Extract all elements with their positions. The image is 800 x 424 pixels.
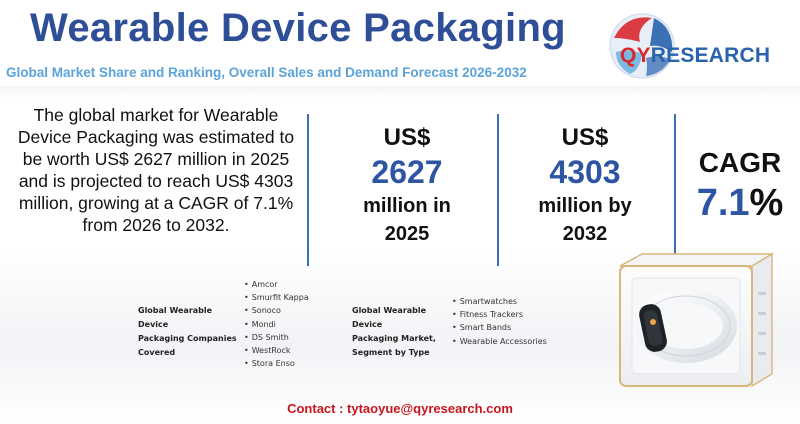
page-title: Wearable Device Packaging: [30, 6, 566, 50]
list-item: Smurfit Kappa: [244, 291, 309, 304]
stat-year: 2032: [562, 223, 608, 245]
divider: [307, 114, 309, 266]
list-item: Sonoco: [244, 304, 309, 317]
stat-currency: US$: [561, 124, 609, 151]
segments-list: Smartwatches Fitness Trackers Smart Band…: [452, 295, 547, 348]
list-item: Amcor: [244, 278, 309, 291]
cagr-number: 7.1: [696, 182, 750, 224]
cagr-stat: CAGR 7.1%: [684, 146, 796, 226]
market-summary-text: The global market for Wearable Device Pa…: [17, 105, 295, 235]
stat-value: 2627: [371, 154, 443, 190]
stat-year: 2025: [384, 223, 430, 245]
list-item: Smartwatches: [452, 295, 547, 308]
stat-2025: US$ 2627 million in 2025: [342, 124, 472, 248]
companies-label-line: Covered: [138, 348, 176, 357]
header-band: [0, 86, 800, 98]
logo-wordmark: QYRESEARCH: [620, 44, 770, 68]
companies-list: Amcor Smurfit Kappa Sonoco Mondi DS Smit…: [244, 278, 309, 370]
cagr-value: 7.1%: [684, 180, 796, 226]
contact-text: Contact : tytaoyue@qyresearch.com: [287, 401, 513, 416]
globe-icon: [609, 13, 675, 79]
list-item: Fitness Trackers: [452, 308, 547, 321]
page-subtitle: Global Market Share and Ranking, Overall…: [6, 65, 527, 80]
cagr-label: CAGR: [698, 147, 782, 178]
list-item: WestRock: [244, 344, 309, 357]
logo-prefix: QY: [620, 44, 651, 67]
companies-label-line: Packaging Companies: [138, 334, 237, 343]
stat-value: 4303: [549, 154, 621, 190]
list-item: Mondi: [244, 318, 309, 331]
stat-unit-line: million by: [538, 195, 632, 217]
logo-suffix: RESEARCH: [650, 44, 771, 67]
box-side-icons: [758, 292, 766, 355]
list-item: Wearable Accessories: [452, 335, 547, 348]
stat-2032: US$ 4303 million by 2032: [520, 124, 650, 248]
product-image: [619, 252, 775, 388]
companies-label: Global Wearable Device Packaging Compani…: [138, 304, 243, 360]
segments-label-line: Segment by Type: [352, 348, 430, 357]
list-item: Stora Enso: [244, 357, 309, 370]
list-item: Smart Bands: [452, 321, 547, 334]
companies-label-line: Global Wearable Device: [138, 306, 213, 329]
stat-unit-line: million in: [363, 195, 451, 217]
segments-label: Global Wearable Device Packaging Market,…: [352, 304, 452, 360]
divider: [497, 114, 499, 266]
stat-currency: US$: [383, 124, 431, 151]
list-item: DS Smith: [244, 331, 309, 344]
qyresearch-logo: [609, 13, 675, 79]
cagr-percent-sign: %: [749, 182, 784, 224]
smart-band-icon: [635, 289, 737, 363]
divider: [674, 114, 676, 266]
segments-label-line: Packaging Market,: [352, 334, 436, 343]
segments-label-line: Global Wearable Device: [352, 306, 427, 329]
